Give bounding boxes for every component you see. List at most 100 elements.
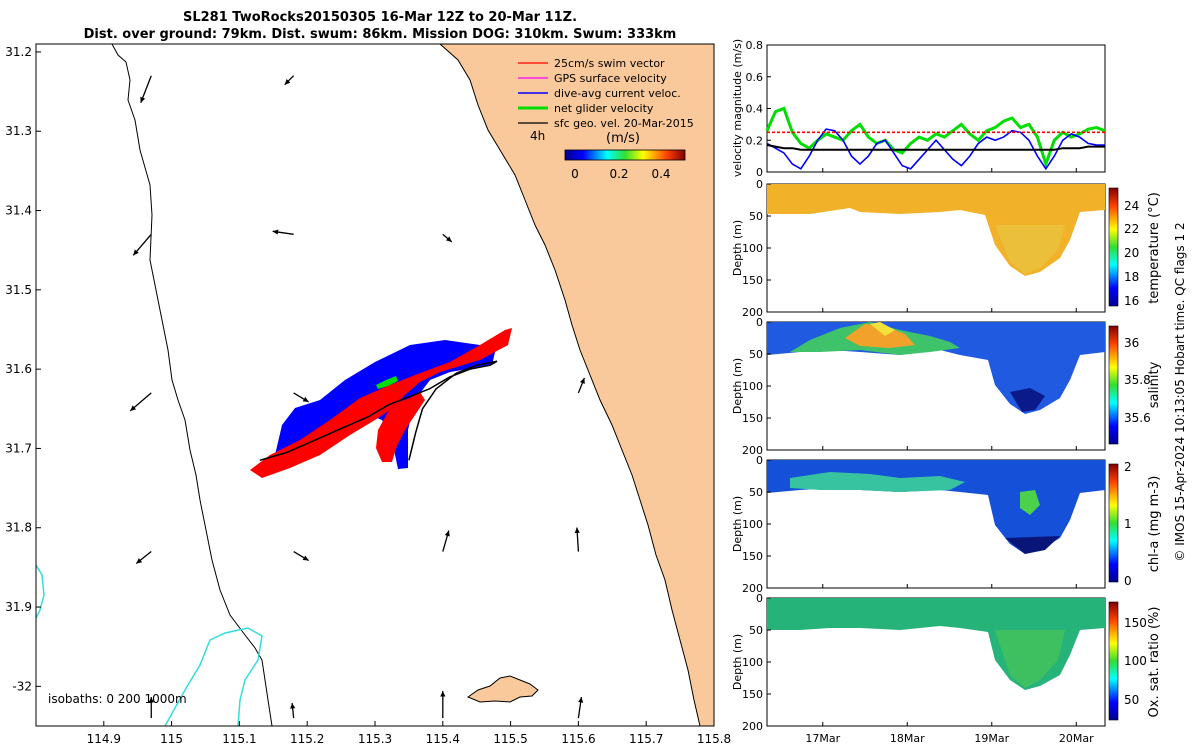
depth-tick-label: 200 [742, 720, 763, 733]
depth-tick-label: 50 [749, 486, 763, 499]
depth-tick-label: 0 [756, 592, 763, 605]
depth-tick-label: 150 [742, 550, 763, 563]
section-axes: 0501001502000501001502000501001502000501… [742, 168, 1094, 745]
depth-tick-label: 50 [749, 348, 763, 361]
salinity-yellow [870, 322, 895, 336]
map-xtick-label: 115.8 [697, 732, 731, 746]
geo-vector-arrow [577, 696, 584, 719]
map-ytick-label: 31.9 [5, 600, 32, 614]
colorbar-tick-2: 0.4 [651, 167, 670, 181]
temp-cbar-24: 24 [1124, 199, 1139, 213]
temperature-deep-lobe [995, 225, 1065, 274]
ox-cbar-100: 100 [1124, 654, 1147, 668]
velocity-axis: 0 0.2 0.4 0.6 0.8 [746, 39, 771, 179]
chla-cbar-0: 0 [1124, 574, 1132, 588]
geo-vectors [129, 75, 586, 719]
geo-vector-arrow [293, 550, 309, 562]
map-xtick-label: 114.9 [87, 732, 121, 746]
track-line-return [408, 360, 498, 461]
geo-vector-arrow [135, 551, 152, 565]
depth-tick-label: 200 [742, 444, 763, 457]
velocity-panel: 0 0.2 0.4 0.6 0.8 velocity magnitude (m/s) [731, 39, 1106, 179]
map-ytick-label: 31.7 [5, 441, 32, 455]
chla-dark-bottom [1005, 536, 1060, 554]
depth-tick-label: 100 [742, 518, 763, 531]
map-ytick-label: 31.4 [5, 204, 32, 218]
depth-tick-label: 200 [742, 582, 763, 595]
velocity-ytick-label: 0.6 [746, 71, 764, 84]
legend-diveavg: dive-avg current veloc. [554, 87, 681, 100]
colorbar-tick-1: 0.2 [609, 167, 628, 181]
legend-swim: 25cm/s swim vector [554, 57, 665, 70]
depth-tick-label: 50 [749, 210, 763, 223]
depth-tick-label: 50 [749, 624, 763, 637]
salinity-colorbar [1108, 325, 1119, 445]
map-ytick-label: 31.8 [5, 521, 32, 535]
oxygen-deep-lobe [995, 630, 1065, 688]
isobaths-label: isobaths: 0 200 1000m [48, 692, 187, 706]
map-ytick-label: 31.2 [5, 45, 32, 59]
chla-colorbar [1108, 463, 1119, 583]
time-tick-label: 20Mar [1059, 732, 1094, 745]
temperature-colorbar [1108, 187, 1119, 307]
salinity-max-core [845, 324, 915, 348]
velocity-ytick-label: 0 [756, 166, 763, 179]
depth-tick-label: 100 [742, 380, 763, 393]
isobath-200m-bottom [164, 627, 263, 726]
geo-vector-arrow [574, 527, 580, 552]
legend-sfc: sfc geo. vel. 20-Mar-2015 [554, 117, 694, 130]
temp-cbar-16: 16 [1124, 294, 1139, 308]
isobath-200m-left [36, 564, 45, 619]
island [466, 675, 539, 703]
velocity-ytick-label: 0.4 [746, 103, 764, 116]
velocity-ytick-label: 0.2 [746, 134, 764, 147]
net-velocity-segment [376, 376, 398, 389]
geo-vector-arrow [272, 229, 294, 235]
time-tick-label: 19Mar [974, 732, 1009, 745]
legend-units: (m/s) [606, 131, 640, 146]
geo-vector-arrow [132, 233, 152, 256]
map-panel: 114.9 115 115.1 115.2 115.3 115.4 115.5 115.6 11… [5, 43, 731, 746]
map-ytick-label: -32 [12, 679, 32, 693]
land-coast [439, 44, 714, 726]
chla-cbar-2: 2 [1124, 460, 1132, 474]
time-tick-label: 18Mar [890, 732, 925, 745]
map-xtick-label: 115 [160, 732, 183, 746]
temp-cbar-22: 22 [1124, 222, 1139, 236]
temp-cbar-20: 20 [1124, 246, 1139, 260]
map-xtick-label: 115.3 [358, 732, 392, 746]
chla-cbar-1: 1 [1124, 517, 1132, 531]
depth-tick-label: 200 [742, 306, 763, 319]
depth-tick-label: 150 [742, 274, 763, 287]
ox-cbar-150: 150 [1124, 616, 1147, 630]
map-xtick-label: 115.5 [493, 732, 527, 746]
velocity-ytick-label: 0.8 [746, 39, 764, 52]
velocity-series-net-glider-velocity [765, 106, 1106, 169]
map-legend: 25cm/s swim vector GPS surface velocity … [518, 57, 694, 181]
velocity-ylabel: velocity magnitude (m/s) [731, 39, 744, 177]
chla-green-band [790, 472, 965, 492]
map-ytick-label: 31.3 [5, 124, 32, 138]
map-xtick-label: 115.7 [629, 732, 663, 746]
temperature-ylabel: Depth (m) [731, 220, 744, 276]
depth-tick-label: 0 [756, 316, 763, 329]
oxygen-colorbar [1108, 601, 1119, 721]
geo-vector-arrow [148, 697, 154, 719]
map-xtick-label: 115.2 [290, 732, 324, 746]
track-line-outbound [259, 360, 498, 462]
chart-title-line1: SL281 TwoRocks20150305 16-Mar 12Z to 20-… [182, 10, 578, 25]
chla-ylabel: Depth (m) [731, 496, 744, 552]
geo-vector-arrow [284, 75, 295, 86]
sal-cbar-356: 35.6 [1124, 411, 1151, 425]
salinity-ylabel: Depth (m) [731, 358, 744, 414]
geo-vector-arrow [140, 75, 152, 103]
depth-tick-label: 150 [742, 412, 763, 425]
oxygen-ylabel: Depth (m) [731, 634, 744, 690]
map-ytick-label: 31.5 [5, 283, 32, 297]
map-xtick-label: 115.6 [561, 732, 595, 746]
depth-tick-label: 0 [756, 454, 763, 467]
salinity-cbar-label: salinity [1147, 361, 1162, 408]
colorbar-tick-0: 0 [571, 167, 579, 181]
geo-vector-arrow [129, 392, 152, 412]
